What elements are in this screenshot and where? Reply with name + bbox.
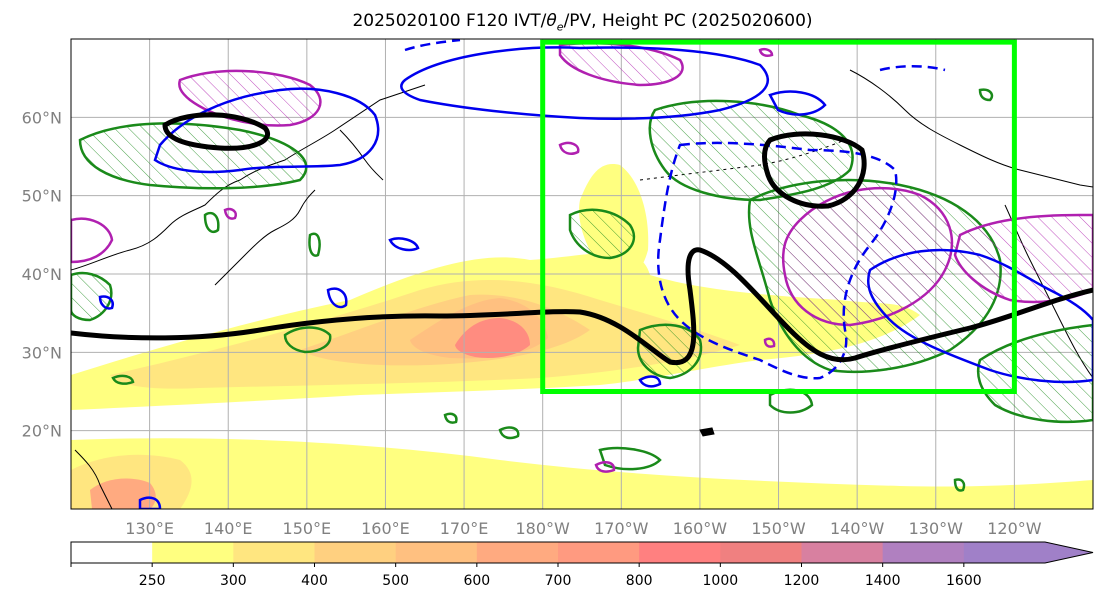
colorbar-swatch — [558, 542, 640, 563]
height-contour-main — [71, 247, 1093, 366]
colorbar-swatch — [801, 542, 884, 563]
latitude-label: 60°N — [22, 108, 62, 127]
ivt-250-band-south — [71, 438, 1093, 509]
blue-contour-small-4 — [768, 90, 827, 116]
colorbar: 250 300 400 500 600 700 800 1000 1200 1400 1600 — [70, 541, 1094, 589]
colorbar-swatch — [152, 542, 234, 563]
colorbar-swatch — [314, 542, 397, 563]
latitude-label: 50°N — [22, 187, 62, 206]
green-contour-7 — [953, 478, 966, 492]
colorbar-label: 1000 — [703, 573, 739, 589]
colorbar-swatch — [639, 542, 721, 563]
coastline-japan — [214, 189, 316, 286]
height-contour-low-west — [162, 112, 270, 151]
magenta-contour-2 — [758, 47, 774, 58]
colorbar-swatch — [882, 542, 965, 563]
longitude-label: 150°W — [751, 519, 806, 538]
colorbar-label: 700 — [545, 573, 572, 589]
colorbar-label: 1600 — [946, 573, 982, 589]
pv-region-green-7 — [636, 323, 703, 380]
pv-region-magenta-1 — [178, 69, 322, 127]
colorbar-swatch — [71, 542, 153, 563]
plot-area — [71, 39, 1093, 509]
region-highlight-box — [540, 39, 1017, 395]
longitude-label: 170°W — [594, 519, 649, 538]
pv-hatched-regions — [71, 41, 1093, 424]
colorbar-swatch — [395, 542, 478, 563]
colorbar-swatch — [720, 542, 802, 563]
green-contour-6 — [443, 412, 458, 424]
pv-region-green-6 — [568, 208, 636, 260]
coastline-kamchatka — [339, 129, 384, 181]
green-contour-3 — [598, 446, 662, 471]
colorbar-swatch — [476, 542, 559, 563]
longitude-label: 180°W — [516, 519, 571, 538]
longitude-label: 160°E — [361, 519, 410, 538]
green-contour-9 — [203, 211, 220, 234]
blue-contour-small-6 — [138, 496, 162, 509]
colorbar-label: 800 — [626, 573, 653, 589]
green-contour-10 — [978, 88, 994, 102]
blue-contour-small-5 — [638, 375, 662, 388]
island-hawaii — [699, 427, 715, 437]
latitude-label: 30°N — [22, 343, 62, 362]
latitude-label: 40°N — [22, 265, 62, 284]
magenta-contour-5 — [71, 217, 114, 264]
longitude-label: 140°W — [830, 519, 885, 538]
longitude-labels: 130°E 140°E 150°E 160°E 170°E 180°W 170°W 160°W… — [125, 519, 1041, 538]
colorbar-label: 600 — [463, 573, 490, 589]
ivt-700-core — [455, 318, 530, 358]
longitude-label: 120°W — [987, 519, 1042, 538]
colorbar-label: 300 — [220, 573, 247, 589]
longitude-label: 140°E — [204, 519, 253, 538]
blue-contour-dashed-north — [404, 39, 946, 72]
colorbar-label: 1200 — [784, 573, 820, 589]
longitude-label: 130°E — [125, 519, 174, 538]
green-contour-1 — [283, 326, 332, 354]
colorbar-outline — [70, 541, 1094, 564]
coastline-alaska — [849, 69, 1093, 188]
height-contour-low-east — [762, 131, 867, 209]
blue-contour-small-2 — [326, 287, 348, 309]
latitude-labels: 20°N 30°N 40°N 50°N 60°N — [22, 108, 62, 440]
magenta-contour-6 — [223, 207, 237, 220]
pv-region-magenta-3 — [781, 186, 954, 327]
longitude-label: 130°W — [909, 519, 964, 538]
green-contour-5 — [111, 374, 135, 385]
height-contours — [71, 112, 1093, 366]
longitude-label: 160°W — [673, 519, 728, 538]
magenta-contours — [71, 47, 776, 473]
magenta-contour-1 — [558, 141, 580, 155]
blue-contour-siberia — [153, 87, 380, 174]
colorbar-extend-arrow — [963, 542, 1093, 563]
green-contour-2 — [498, 426, 520, 440]
blue-contour-dashed-center — [656, 141, 898, 380]
green-contour-8 — [308, 232, 321, 257]
longitude-label: 150°E — [283, 519, 332, 538]
colorbar-label: 1400 — [865, 573, 901, 589]
green-small-contours — [111, 88, 994, 492]
longitude-label: 170°E — [440, 519, 489, 538]
colorbar-label: 500 — [382, 573, 409, 589]
plot-frame — [70, 38, 1094, 510]
latitude-label: 20°N — [22, 422, 62, 441]
map-title: 2025020100 F120 IVT/θe/PV, Height PC (20… — [352, 11, 813, 34]
coastline-philippines — [74, 449, 113, 509]
magenta-contour-3 — [763, 337, 776, 348]
blue-contour-small-3 — [98, 295, 114, 310]
colorbar-label: 250 — [139, 573, 166, 589]
blue-contour-small-1 — [388, 237, 420, 252]
colorbar-swatch — [233, 542, 315, 563]
pv-region-green-1 — [78, 122, 308, 190]
blue-contour-north-pacific — [400, 46, 769, 120]
magenta-contour-4 — [594, 461, 616, 473]
colorbar-label: 400 — [301, 573, 328, 589]
